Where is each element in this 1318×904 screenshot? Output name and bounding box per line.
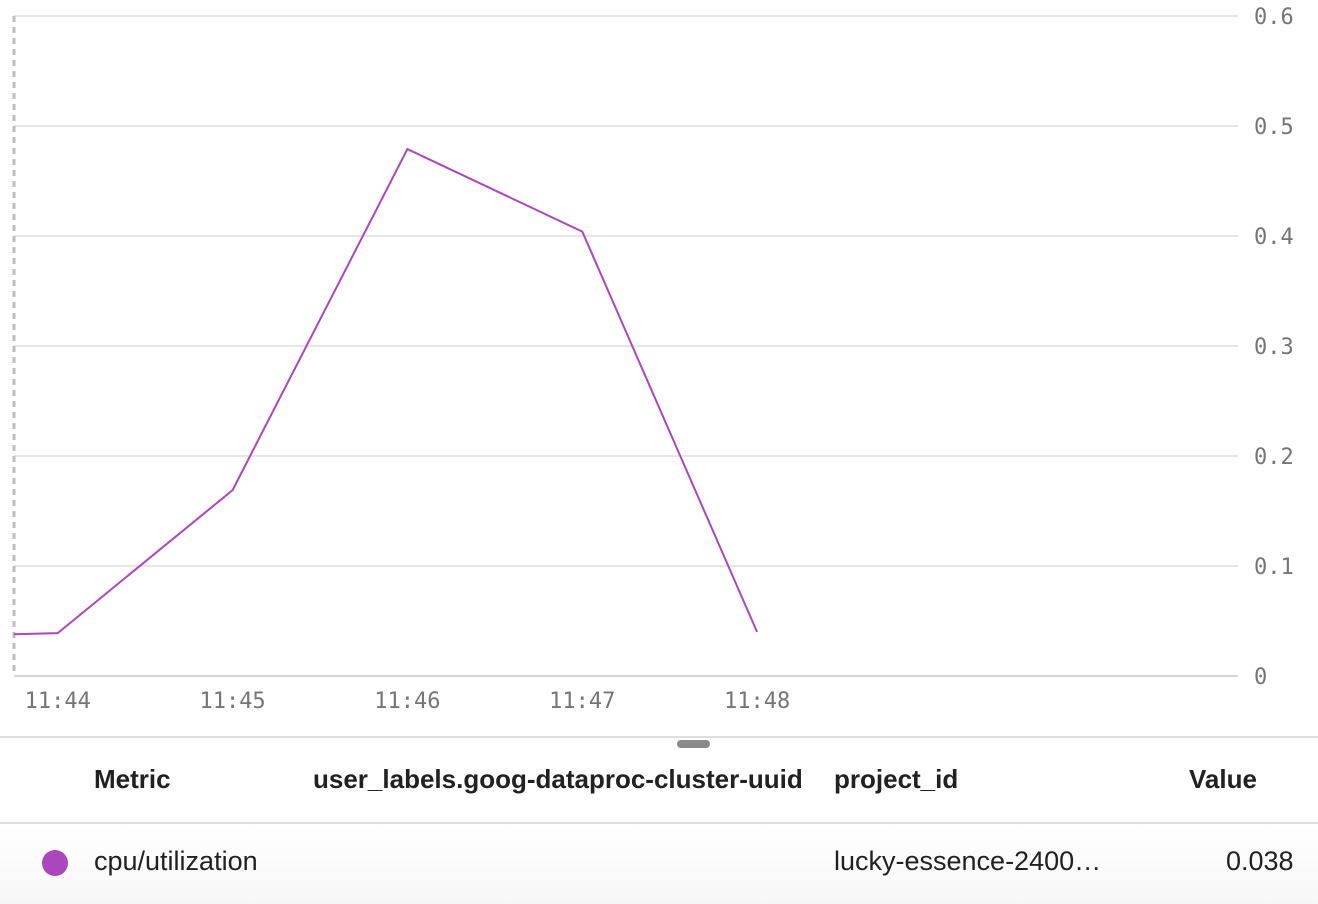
y-tick-label: 0 <box>1254 665 1267 690</box>
x-tick-label: 11:44 <box>25 689 91 714</box>
x-tick-label: 11:48 <box>724 689 790 714</box>
y-tick-label: 0.1 <box>1254 555 1294 580</box>
header-separator <box>0 822 1318 824</box>
header-value[interactable]: Value <box>1189 764 1257 794</box>
header-cluster-uuid[interactable]: user_labels.goog-dataproc-cluster-uuid <box>313 764 803 794</box>
y-tick-label: 0.2 <box>1254 445 1294 470</box>
panel-divider <box>0 736 1318 738</box>
row-metric: cpu/utilization <box>94 846 258 876</box>
x-tick-label: 11:45 <box>199 689 265 714</box>
x-tick-label: 11:46 <box>374 689 440 714</box>
legend-row[interactable]: cpu/utilization lucky-essence-2400… 0.03… <box>0 824 1318 904</box>
y-tick-label: 0.3 <box>1254 335 1294 360</box>
y-tick-label: 0.4 <box>1254 225 1294 250</box>
chart-panel: 0 0.1 0.2 0.3 0.4 0.5 0.6 11:44 11:45 11:46 11:47 1… <box>0 0 1318 736</box>
y-tick-label: 0.5 <box>1254 115 1294 140</box>
row-value: 0.038 <box>1226 846 1294 876</box>
row-project-id: lucky-essence-2400… <box>834 846 1102 876</box>
series-line-cpu-utilization <box>13 147 759 636</box>
x-tick-label: 11:47 <box>549 689 615 714</box>
y-tick-label: 0.6 <box>1254 5 1294 30</box>
header-metric[interactable]: Metric <box>94 764 171 794</box>
series-color-swatch <box>42 850 68 876</box>
line-chart[interactable]: 0 0.1 0.2 0.3 0.4 0.5 0.6 11:44 11:45 11:46 11:47 1… <box>0 0 1318 736</box>
resize-handle[interactable] <box>677 740 710 748</box>
header-project-id[interactable]: project_id <box>834 764 959 794</box>
